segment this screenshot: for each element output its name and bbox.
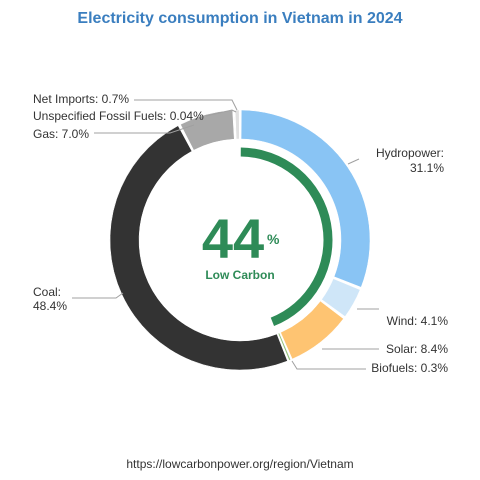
slice-gas [180, 109, 235, 151]
leader-line-layer [72, 99, 379, 370]
leader-line-biofuels [291, 360, 366, 370]
low-carbon-unit: % [267, 231, 280, 247]
low-carbon-label: Low Carbon [205, 268, 274, 282]
slice-value-hydropower: 31.1% [410, 161, 444, 175]
leader-line-unspecified-fossil-fuels [205, 109, 237, 117]
slice-label-hydropower: Hydropower: [376, 146, 444, 160]
low-carbon-arc [240, 147, 333, 327]
center-group: 44 % Low Carbon [202, 147, 333, 327]
chart-title: Electricity consumption in Vietnam in 20… [77, 10, 403, 27]
slice-label-net-imports: Net Imports: 0.7% [33, 92, 129, 106]
slice-net-imports [234, 109, 240, 140]
slice-layer [109, 109, 371, 371]
slice-value-coal: 48.4% [33, 299, 67, 313]
slice-hydropower [240, 109, 371, 288]
slice-biofuels [277, 332, 291, 361]
slice-label-wind: Wind: 4.1% [387, 314, 449, 328]
leader-line-gas [94, 124, 195, 134]
slice-coal [109, 125, 288, 371]
slice-solar [280, 300, 344, 360]
slice-label-gas: Gas: 7.0% [33, 127, 89, 141]
leader-line-coal [72, 292, 124, 299]
slice-label-unspecified-fossil-fuels: Unspecified Fossil Fuels: 0.04% [33, 109, 204, 123]
source-link[interactable]: https://lowcarbonpower.org/region/Vietna… [126, 457, 354, 471]
slice-label-solar: Solar: 8.4% [386, 342, 448, 356]
leader-line-hydropower [347, 158, 360, 165]
leader-line-net-imports [134, 99, 238, 111]
slice-unspecified-fossil-fuels [233, 109, 236, 140]
slice-wind [321, 278, 361, 317]
slice-label-biofuels: Biofuels: 0.3% [371, 361, 448, 375]
slice-label-layer: Hydropower:31.1% Wind: 4.1% Solar: 8.4% Bio… [33, 92, 448, 375]
slice-label-coal: Coal: [33, 285, 61, 299]
low-carbon-value: 44 [202, 207, 264, 270]
